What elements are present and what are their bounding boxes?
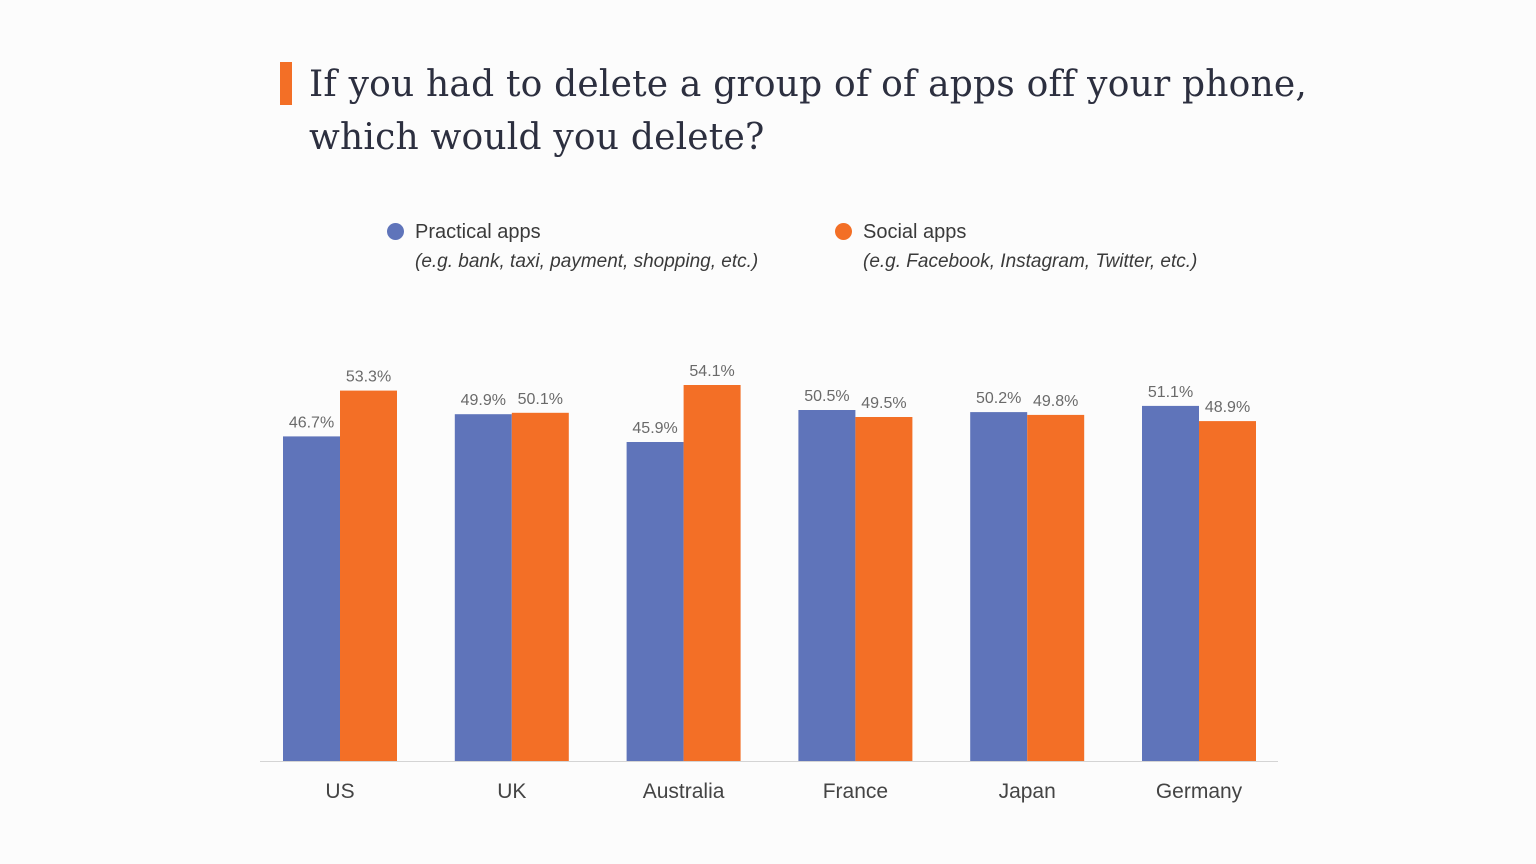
data-label-social-apps-us: 53.3% <box>346 369 391 386</box>
data-label-social-apps-germany: 48.9% <box>1205 399 1250 416</box>
bar-social-apps-germany <box>1199 421 1256 761</box>
data-label-practical-apps-uk: 49.9% <box>461 392 506 409</box>
legend-label-social-apps: Social apps <box>863 221 967 243</box>
bar-practical-apps-germany <box>1142 405 1199 761</box>
legend-label-practical-apps: Practical apps <box>415 221 541 243</box>
data-label-social-apps-uk: 50.1% <box>518 391 563 408</box>
title-accent-bar <box>280 62 292 105</box>
legend-dot-practical-apps <box>387 223 404 240</box>
bar-social-apps-us <box>340 390 397 761</box>
data-label-social-apps-japan: 49.8% <box>1033 393 1078 410</box>
data-label-practical-apps-us: 46.7% <box>289 414 334 431</box>
category-label-uk: UK <box>497 780 526 803</box>
legend-note-practical-apps: (e.g. bank, taxi, payment, shopping, etc… <box>415 251 759 272</box>
bar-social-apps-australia <box>683 385 741 761</box>
data-label-practical-apps-japan: 50.2% <box>976 390 1021 407</box>
category-label-us: US <box>325 780 354 803</box>
legend-note-social-apps: (e.g. Facebook, Instagram, Twitter, etc.… <box>863 251 1198 272</box>
chart-title-line-2: which would you delete? <box>309 117 765 158</box>
category-label-germany: Germany <box>1156 780 1243 803</box>
bar-practical-apps-australia <box>626 442 684 761</box>
data-label-social-apps-australia: 54.1% <box>689 363 734 380</box>
chart-title: If you had to delete a group of of apps … <box>309 58 1309 164</box>
data-label-practical-apps-germany: 51.1% <box>1148 384 1193 401</box>
bar-practical-apps-japan <box>970 412 1028 761</box>
chart-title-line-1: If you had to delete a group of of apps … <box>309 64 1308 105</box>
bar-practical-apps-uk <box>454 414 512 761</box>
bar-practical-apps-us <box>283 436 340 761</box>
legend-dot-social-apps <box>835 223 852 240</box>
category-label-japan: Japan <box>999 780 1056 803</box>
data-label-practical-apps-france: 50.5% <box>804 388 849 405</box>
bar-social-apps-japan <box>1027 414 1085 761</box>
data-label-practical-apps-australia: 45.9% <box>632 420 677 437</box>
category-label-australia: Australia <box>643 780 725 803</box>
bar-practical-apps-france <box>798 410 856 761</box>
data-label-social-apps-france: 49.5% <box>861 395 906 412</box>
category-label-france: France <box>823 780 888 803</box>
bar-social-apps-france <box>855 417 913 761</box>
bar-social-apps-uk <box>511 412 569 761</box>
